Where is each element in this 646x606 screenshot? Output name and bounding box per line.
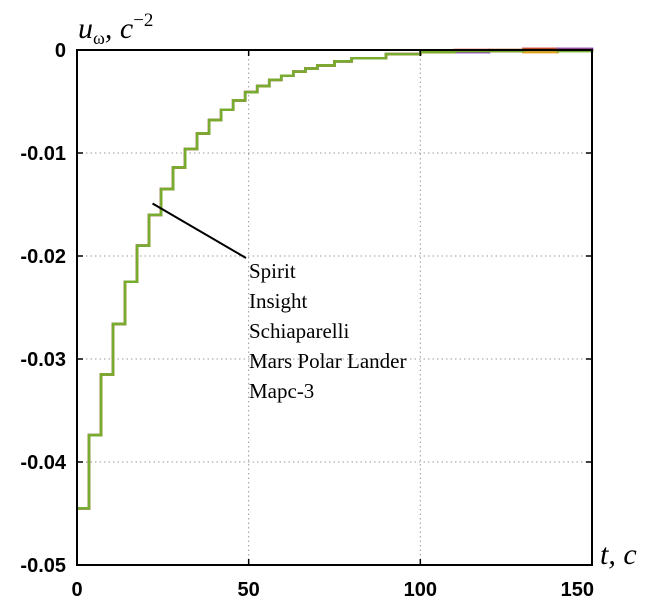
x-axis-title: t, c bbox=[600, 538, 637, 571]
legend: Spirit Insight Schiaparelli Mars Polar Land… bbox=[249, 259, 406, 403]
y-axis-title: uω, c−2 bbox=[78, 10, 153, 48]
y-tick-label: 0 bbox=[55, 40, 66, 62]
y-tick-label: -0.03 bbox=[20, 349, 66, 371]
y-axis-variable: u bbox=[78, 12, 93, 45]
x-axis-variable: t bbox=[600, 538, 609, 571]
annotation-line bbox=[152, 202, 247, 259]
x-tick-label: 100 bbox=[404, 579, 437, 601]
legend-entry: Insight bbox=[249, 289, 308, 313]
y-axis-subscript: ω bbox=[93, 28, 105, 48]
tick-labels: 0 50 100 150 0 -0.01 -0.02 -0.03 -0.04 -0.05 bbox=[20, 40, 594, 601]
grid bbox=[77, 50, 592, 565]
y-tick-label: -0.01 bbox=[20, 143, 66, 165]
legend-entry: Spirit bbox=[249, 259, 296, 283]
x-axis-unit: , c bbox=[608, 538, 636, 571]
y-tick-label: -0.05 bbox=[20, 555, 66, 577]
legend-entry: Марс-3 bbox=[249, 379, 314, 403]
x-tick-label: 50 bbox=[238, 579, 260, 601]
legend-entry: Schiaparelli bbox=[249, 319, 349, 343]
x-tick-label: 0 bbox=[71, 579, 82, 601]
y-tick-label: -0.02 bbox=[20, 246, 66, 268]
y-tick-label: -0.04 bbox=[20, 452, 66, 474]
x-tick-label: 150 bbox=[561, 579, 594, 601]
y-axis-exponent: −2 bbox=[133, 10, 153, 31]
tick-marks bbox=[76, 49, 593, 566]
y-axis-unit: , c bbox=[105, 12, 133, 45]
legend-entry: Mars Polar Lander bbox=[249, 349, 406, 373]
plot-frame bbox=[76, 49, 593, 566]
